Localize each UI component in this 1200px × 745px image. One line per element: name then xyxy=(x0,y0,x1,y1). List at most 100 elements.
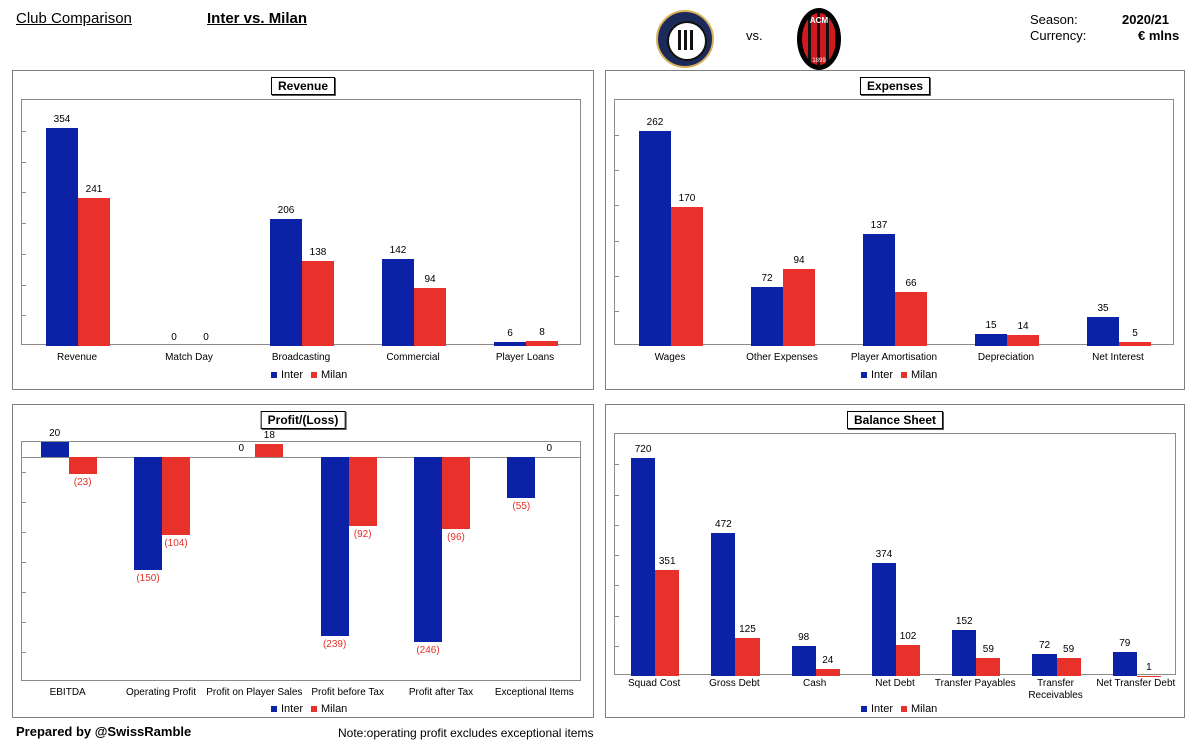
y-axis-tick xyxy=(21,315,26,317)
y-axis-tick xyxy=(21,652,26,653)
bar-milan-profit-after-tax xyxy=(442,457,470,529)
bar-milan-net-interest xyxy=(1119,341,1151,346)
bar-inter-revenue xyxy=(46,128,78,346)
bar-milan-cash xyxy=(815,668,840,676)
category-label-net-transfer-debt: Net Transfer Debt xyxy=(1096,678,1176,689)
legend-swatch-milan xyxy=(311,372,318,378)
y-axis-tick xyxy=(21,622,26,623)
value-label-milan-transfer-receivables: 59 xyxy=(1063,644,1075,656)
value-label-milan-revenue: 241 xyxy=(85,183,103,195)
bar-milan-commercial xyxy=(414,288,446,346)
value-label-inter-player-loans: 6 xyxy=(507,328,513,340)
bar-inter-player-loans xyxy=(494,342,526,346)
value-label-inter-commercial: 142 xyxy=(389,244,407,256)
y-axis-tick xyxy=(614,135,619,137)
revenue-title: Revenue xyxy=(270,77,336,95)
y-axis-tick xyxy=(21,502,26,503)
y-axis-tick xyxy=(21,223,26,224)
bar-milan-player-amortisation xyxy=(895,291,927,346)
value-label-inter-transfer-payables: 152 xyxy=(955,616,973,628)
y-axis-tick xyxy=(614,615,619,617)
value-label-inter-transfer-receivables: 72 xyxy=(1038,640,1051,652)
category-label-match-day: Match Day xyxy=(165,352,213,363)
value-label-milan-player-amortisation: 66 xyxy=(905,277,917,289)
y-axis-tick xyxy=(21,192,26,194)
category-label-depreciation: Depreciation xyxy=(977,352,1035,363)
expenses-title: Expenses xyxy=(859,77,931,95)
value-label-milan-player-loans: 8 xyxy=(539,327,545,339)
bar-inter-depreciation xyxy=(975,333,1007,346)
value-label-milan-ebitda: (23) xyxy=(73,477,92,489)
category-label-profit-on-player-sales: Profit on Player Sales xyxy=(206,687,303,698)
zero-baseline xyxy=(22,457,580,458)
bar-milan-revenue xyxy=(78,197,110,346)
value-label-milan-depreciation: 14 xyxy=(1017,320,1029,332)
y-axis-tick xyxy=(614,170,619,172)
plot-area: 262 170 72 94 137 66 15 14 35 5 xyxy=(614,99,1174,346)
y-axis-tick xyxy=(614,310,619,312)
revenue-panel: Revenue 354 241 0 0 206 138 142 94 6 8 Revenue Matc… xyxy=(12,70,594,390)
value-label-milan-broadcasting: 138 xyxy=(309,247,327,259)
value-label-inter-broadcasting: 206 xyxy=(277,205,295,217)
category-label-commercial: Commercial xyxy=(386,352,440,363)
balance-sheet-panel: Balance Sheet 720 351 472 125 98 24 374 102 152 5… xyxy=(605,404,1185,718)
bar-inter-net-debt xyxy=(871,562,896,676)
bar-milan-transfer-receivables xyxy=(1056,658,1081,676)
bar-inter-other-expenses xyxy=(751,286,783,346)
category-label-wages: Wages xyxy=(654,352,686,363)
category-label-transfer-receivables: Transfer Receivables xyxy=(1028,678,1083,701)
footnote: Note:operating profit excludes exception… xyxy=(338,726,594,740)
bar-inter-squad-cost xyxy=(631,458,656,676)
y-axis-tick xyxy=(21,532,26,533)
category-label-revenue: Revenue xyxy=(56,352,98,363)
bar-milan-player-loans xyxy=(526,341,558,346)
legend: Inter Milan xyxy=(271,369,351,381)
value-label-milan-transfer-payables: 59 xyxy=(982,644,994,656)
category-label-gross-debt: Gross Debt xyxy=(709,678,760,689)
legend-swatch-inter xyxy=(861,706,867,712)
legend-label-inter: Inter xyxy=(281,369,304,381)
bar-inter-commercial xyxy=(382,258,414,346)
value-label-milan-cash: 24 xyxy=(822,654,834,666)
legend-swatch-inter xyxy=(271,706,277,712)
season-label: Season: xyxy=(1030,12,1078,27)
category-label-net-interest: Net Interest xyxy=(1092,352,1144,363)
milan-logo: ACM 1899 xyxy=(797,8,841,70)
category-label-profit-before-tax: Profit before Tax xyxy=(311,687,384,698)
bar-milan-net-debt xyxy=(896,645,921,676)
value-label-inter-net-debt: 374 xyxy=(875,548,893,560)
value-label-milan-profit-on-player-sales: 18 xyxy=(263,429,275,441)
currency-label: Currency: xyxy=(1030,28,1087,43)
y-axis-tick xyxy=(614,275,619,277)
value-label-milan-match-day: 0 xyxy=(203,332,209,343)
y-axis-tick xyxy=(614,585,619,587)
bar-inter-profit-after-tax xyxy=(414,457,442,642)
value-label-milan-squad-cost: 351 xyxy=(658,555,676,567)
value-label-milan-other-expenses: 94 xyxy=(793,254,805,266)
value-label-milan-wages: 170 xyxy=(678,192,696,204)
value-label-inter-exceptional-items: (55) xyxy=(512,501,531,513)
category-label-other-expenses: Other Expenses xyxy=(746,352,818,363)
value-label-milan-exceptional-items: 0 xyxy=(546,443,553,454)
bar-milan-transfer-payables xyxy=(976,658,1001,676)
profit-loss-panel: Profit/(Loss) 20 (23) (150) (104) 0 18 (239) (9… xyxy=(12,404,594,718)
y-axis-tick xyxy=(614,240,619,242)
bar-inter-transfer-receivables xyxy=(1032,654,1057,676)
y-axis-tick xyxy=(614,645,619,647)
bar-milan-profit-on-player-sales xyxy=(255,443,284,457)
value-label-milan-net-transfer-debt: 1 xyxy=(1146,661,1152,673)
plot-area: 354 241 0 0 206 138 142 94 6 8 xyxy=(21,99,581,346)
legend-swatch-inter xyxy=(271,372,277,378)
value-label-inter-profit-after-tax: (246) xyxy=(416,644,440,656)
bar-milan-gross-debt xyxy=(735,638,760,676)
currency-value: € mlns xyxy=(1138,28,1180,43)
category-label-ebitda: EBITDA xyxy=(49,687,86,698)
legend-swatch-milan xyxy=(311,706,318,712)
value-label-inter-squad-cost: 720 xyxy=(634,444,652,456)
category-label-net-debt: Net Debt xyxy=(875,678,915,689)
legend: Inter Milan xyxy=(861,703,941,715)
value-label-inter-profit-before-tax: (239) xyxy=(322,639,347,651)
bar-inter-ebitda xyxy=(40,442,69,457)
value-label-milan-commercial: 94 xyxy=(424,274,436,286)
value-label-inter-operating-profit: (150) xyxy=(136,572,160,584)
